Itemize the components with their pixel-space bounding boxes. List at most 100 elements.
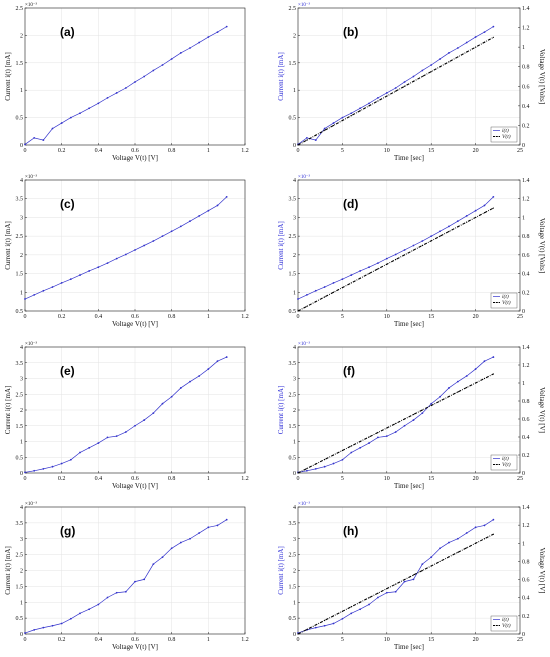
data-point-voltage [448, 395, 450, 398]
data-point-current [143, 75, 146, 78]
y-tick-label: 3 [293, 537, 296, 543]
data-point-current [341, 617, 344, 620]
y2-tick-label: 0.8 [522, 399, 530, 405]
data-point-current [115, 257, 118, 260]
data-point-voltage [332, 291, 335, 293]
data-point-current [350, 274, 353, 276]
legend-entry: i(t) [502, 616, 509, 623]
data-point-current [134, 249, 136, 251]
data-point-voltage [439, 560, 441, 563]
data-point-current [332, 462, 335, 465]
data-point-current [33, 294, 36, 296]
x-tick-label: 5 [341, 148, 344, 154]
y-axis-label: Current i(t) [mA] [4, 221, 12, 270]
series-line-current [297, 519, 494, 634]
x-tick-label: 0.2 [58, 148, 66, 154]
data-point-voltage [324, 296, 326, 298]
data-point-current [421, 240, 424, 242]
y-tick-label: 1.5 [289, 61, 297, 67]
data-point-current [207, 526, 210, 529]
y-tick-label: 3 [293, 377, 296, 383]
y2-tick-label: 1.4 [522, 505, 530, 511]
data-point-voltage [403, 418, 406, 420]
x-tick-label: 0.8 [168, 637, 176, 643]
data-point-current [106, 262, 109, 264]
data-point-voltage [475, 216, 477, 219]
y2-tick-label: 1 [522, 45, 525, 51]
x-tick-label: 0 [297, 314, 300, 320]
data-point-current [106, 96, 109, 99]
data-point-current [430, 402, 433, 405]
x-tick-label: 25 [517, 476, 523, 482]
data-point-voltage [457, 56, 459, 58]
y-tick-label: 1 [20, 88, 23, 94]
data-point-voltage [377, 592, 379, 594]
data-point-voltage [341, 610, 343, 612]
data-point-current [42, 289, 45, 292]
legend-entry: V(t) [502, 133, 511, 140]
data-point-current [97, 603, 100, 606]
legend-entry: V(t) [502, 622, 511, 629]
panel-a: 0 0.2 0.4 0.6 0.8 1 1.2 0 0.5 1 1.5 2 2.5×10⁻³ Voltag… [4, 2, 249, 162]
data-point-current [115, 435, 118, 438]
data-point-current [483, 360, 486, 363]
data-point-voltage [412, 574, 415, 576]
data-point-current [456, 47, 459, 49]
data-point-voltage [412, 249, 415, 251]
panel-label: (b) [343, 25, 358, 39]
data-point-voltage [439, 66, 441, 68]
data-point-voltage [483, 377, 486, 380]
data-point-current [106, 596, 109, 599]
x-axis-label: Time [sec] [394, 482, 424, 490]
y-tick-label: 3.5 [289, 197, 297, 203]
data-point-current [385, 591, 388, 594]
x-tick-label: 0.8 [168, 476, 176, 482]
series-line-current [24, 519, 227, 634]
data-point-voltage [297, 633, 299, 635]
data-point-current [79, 274, 81, 276]
x-tick-label: 25 [517, 314, 523, 320]
data-point-current [368, 603, 370, 606]
data-point-current [421, 563, 424, 566]
data-point-current [225, 356, 228, 358]
y-tick-label: 2 [20, 253, 23, 259]
y-tick-label: 0.5 [16, 616, 24, 622]
panel-g: 0 0.2 0.4 0.6 0.8 1 1.2 0 0.5 1 1.5 2 2.5 3 3.5 4×10⁻³ V… [4, 501, 249, 651]
x-tick-label: 5 [341, 637, 344, 643]
legend: i(t)V(t) [490, 126, 518, 143]
panel-label: (a) [60, 25, 75, 39]
y-tick-label: 4 [20, 505, 23, 511]
data-point-current [456, 537, 459, 540]
series-line-voltage [297, 207, 494, 312]
x-tick-label: 5 [341, 476, 344, 482]
x-tick-label: 1.2 [241, 476, 249, 482]
y-multiplier: ×10⁻³ [298, 2, 310, 8]
data-point-current [170, 395, 173, 398]
x-tick-label: 1.2 [241, 314, 249, 320]
data-point-current [314, 468, 317, 470]
data-point-voltage [430, 565, 432, 567]
x-tick-label: 0.8 [168, 148, 176, 154]
data-point-current [332, 122, 335, 124]
data-point-current [448, 387, 450, 389]
data-point-voltage [315, 463, 317, 465]
data-point-voltage [332, 615, 335, 617]
x-tick-label: 0.4 [95, 148, 103, 154]
x-tick-label: 15 [428, 637, 434, 643]
y-tick-label: 0.5 [289, 116, 297, 122]
x-tick-label: 0 [24, 148, 27, 154]
data-point-current [152, 240, 155, 242]
data-point-current [189, 380, 191, 383]
data-point-voltage [386, 588, 388, 590]
data-point-current [359, 270, 362, 272]
x-tick-label: 20 [473, 637, 479, 643]
legend: i(t)V(t) [490, 454, 518, 471]
y-axis-label: Current i(t) [mA] [4, 546, 12, 595]
data-point-current [79, 112, 81, 115]
panel-d: 0 5 10 15 20 25 0.5 1 1.5 2 2.5 3 3.5 4×10⁻³ 0 0.2 0.4 0.… [277, 174, 546, 328]
plot-frame [297, 179, 521, 312]
x-axis-label: Time [sec] [394, 320, 424, 328]
data-point-voltage [448, 556, 450, 558]
y2-axis-label: Voltage V(t) [V] [538, 547, 546, 593]
